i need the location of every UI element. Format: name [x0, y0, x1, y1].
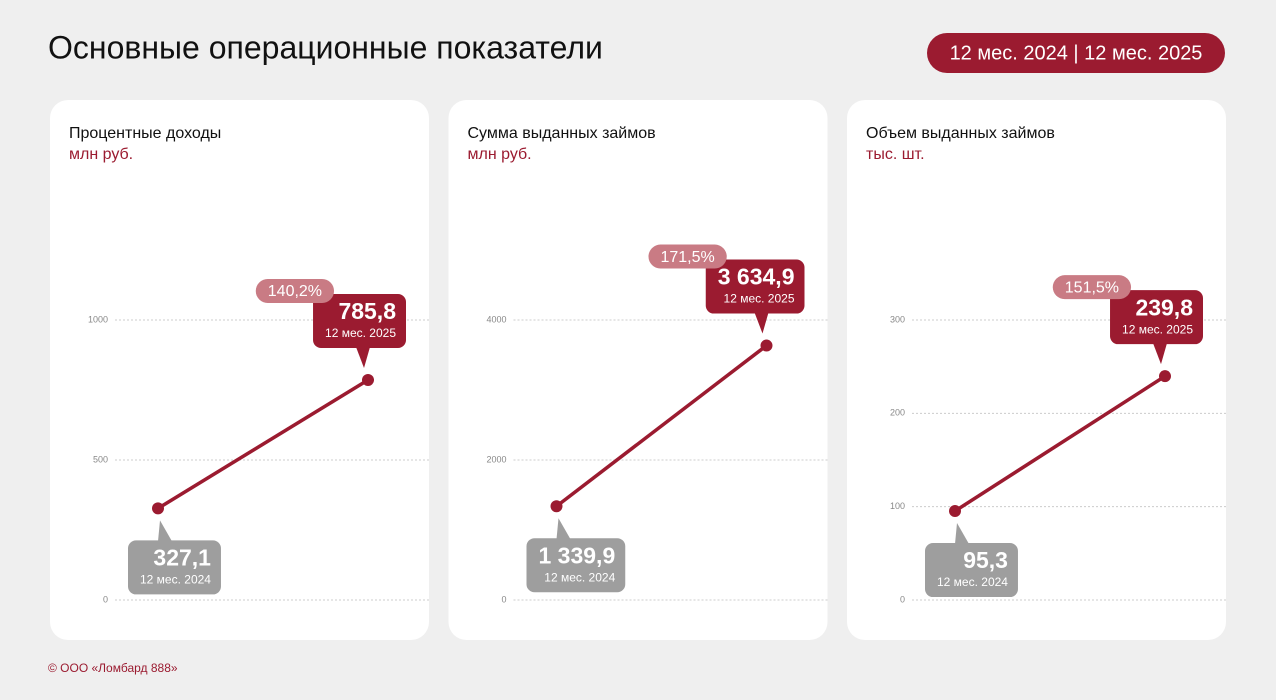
card-unit: млн руб. [468, 146, 532, 163]
period-text: 12 мес. 2024 | 12 мес. 2025 [950, 42, 1203, 64]
y-tick-label: 0 [900, 594, 905, 604]
value-label: 327,1 [153, 544, 211, 570]
date-label: 12 мес. 2024 [937, 575, 1008, 589]
date-label: 12 мес. 2025 [325, 326, 396, 340]
y-tick-label: 500 [93, 454, 108, 464]
y-tick-label: 0 [103, 594, 108, 604]
point [949, 505, 961, 518]
period-badge [927, 33, 1225, 73]
date-label: 12 мес. 2024 [140, 573, 211, 587]
date-label: 12 мес. 2025 [1122, 322, 1193, 336]
callout [128, 540, 221, 595]
value-label: 785,8 [338, 298, 396, 324]
growth-pill [255, 278, 335, 303]
date-label: 12 мес. 2024 [544, 570, 615, 584]
card-unit: млн руб. [69, 146, 133, 163]
footer: © ООО «Ломбард 888» [48, 661, 178, 675]
y-tick-label: 1000 [88, 314, 108, 324]
callout-tail [754, 312, 769, 334]
card [448, 100, 828, 640]
card-unit: тыс. шт. [866, 146, 925, 163]
callout-tail [556, 518, 571, 540]
growth-label: 140,2% [268, 283, 322, 300]
y-tick-label: 200 [890, 408, 905, 418]
value-label: 95,3 [963, 547, 1008, 573]
y-tick-label: 300 [890, 314, 905, 324]
card [50, 100, 429, 640]
point [152, 502, 164, 515]
card-title: Сумма выданных займов [468, 125, 656, 142]
callout [1110, 290, 1203, 345]
point [362, 373, 374, 386]
line [555, 344, 768, 508]
page-title: Основные операционные показатели [48, 29, 603, 65]
growth-pill [1052, 275, 1132, 300]
growth-label: 151,5% [1065, 279, 1119, 296]
card-title: Объем выданных займов [866, 125, 1055, 142]
point [1159, 370, 1171, 383]
card [847, 100, 1226, 640]
y-tick-label: 2000 [486, 454, 506, 464]
line [954, 374, 1166, 513]
point [760, 339, 773, 352]
growth-label: 171,5% [660, 249, 714, 266]
growth-pill [648, 244, 727, 269]
callout [705, 259, 805, 314]
card-title: Процентные доходы [69, 125, 221, 142]
value-label: 239,8 [1135, 294, 1193, 320]
value-label: 3 634,9 [718, 264, 795, 290]
y-tick-label: 100 [890, 501, 905, 511]
point [550, 500, 563, 513]
callout-tail [1153, 343, 1167, 365]
y-tick-label: 0 [501, 594, 506, 604]
callout-tail [158, 520, 172, 542]
callout [313, 293, 406, 348]
callout [526, 538, 626, 593]
y-tick-label: 4000 [486, 314, 506, 324]
value-label: 1 339,9 [539, 542, 616, 568]
line [157, 378, 369, 510]
callout [925, 543, 1018, 598]
date-label: 12 мес. 2025 [724, 292, 795, 306]
callout-tail [356, 346, 370, 368]
callout-tail [955, 523, 969, 545]
